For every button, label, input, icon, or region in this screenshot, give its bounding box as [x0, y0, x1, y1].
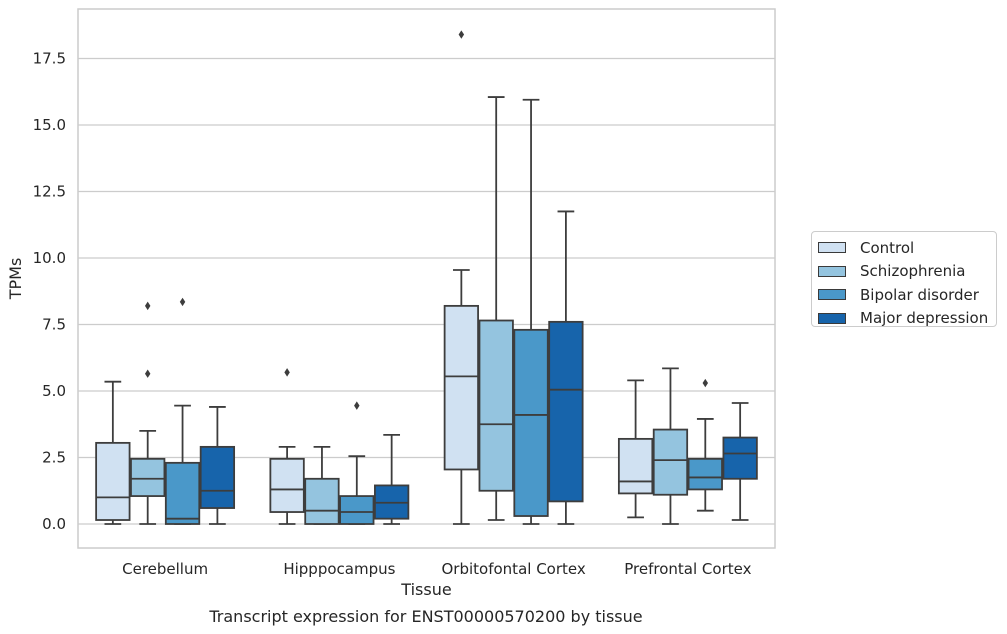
iqr-box [95, 441, 131, 521]
x-tick-label-orbitofontal-cortex: Orbitofontal Cortex [442, 560, 586, 578]
y-tick-label: 12.5 [33, 183, 66, 201]
iqr-box [652, 428, 689, 496]
box-cerebellum-bipolar-disorder [164, 297, 201, 525]
y-tick-labels: 0.0 2.5 5.0 7.5 10.0 12.5 15.0 17.5 [33, 50, 66, 534]
legend-swatch-schizophrenia [818, 265, 846, 277]
legend-label-major-depression: Major depression [860, 309, 989, 328]
box-orbitofontal-cortex-schizophrenia [478, 96, 514, 521]
legend-item-major-depression: Major depression [818, 307, 996, 331]
box-prefrontal-cortex-control [617, 379, 654, 519]
box-orbitofontal-cortex-bipolar-disorder [513, 98, 549, 525]
outlier-point [144, 369, 151, 378]
iqr-box [164, 461, 201, 525]
iqr-box [199, 445, 236, 509]
box-hipppocampus-bipolar-disorder [339, 401, 375, 525]
y-tick-label: 5.0 [42, 382, 66, 400]
y-tick-label: 0.0 [42, 515, 66, 533]
iqr-box [687, 457, 723, 491]
outlier-point [354, 401, 360, 410]
y-tick-label: 15.0 [33, 116, 66, 134]
y-tick-label: 17.5 [33, 50, 66, 68]
iqr-box [339, 495, 375, 525]
x-tick-labels: Cerebellum Hipppocampus Orbitofontal Corte… [122, 560, 751, 578]
box-hipppocampus-major-depression [374, 433, 410, 525]
box-hipppocampus-schizophrenia [304, 445, 340, 525]
x-tick-label-hipppocampus: Hipppocampus [283, 560, 395, 578]
iqr-box [513, 328, 549, 517]
outlier-point [284, 368, 290, 377]
y-tick-label: 2.5 [42, 449, 66, 467]
chart-caption: Transcript expression for ENST0000057020… [208, 607, 642, 626]
box-orbitofontal-cortex-control [443, 30, 479, 525]
boxes-layer [95, 30, 758, 525]
iqr-box [130, 457, 166, 497]
box-cerebellum-schizophrenia [130, 301, 166, 525]
x-tick-label-prefrontal-cortex: Prefrontal Cortex [624, 560, 751, 578]
box-hipppocampus-control [269, 368, 305, 525]
grid-lines [78, 57, 775, 525]
outlier-point [458, 30, 465, 39]
box-prefrontal-cortex-major-depression [722, 402, 758, 521]
box-orbitofontal-cortex-major-depression [548, 210, 584, 525]
legend-item-control: Control [818, 236, 996, 260]
box-prefrontal-cortex-schizophrenia [652, 367, 689, 525]
box-prefrontal-cortex-bipolar-disorder [687, 378, 723, 512]
box-cerebellum-major-depression [199, 406, 236, 525]
box-cerebellum-control [95, 380, 131, 525]
outlier-point [179, 297, 186, 307]
y-tick-label: 10.0 [33, 249, 66, 267]
legend-swatch-control [818, 242, 846, 254]
iqr-box [617, 437, 654, 495]
iqr-box [269, 457, 305, 513]
legend-swatch-major-depression [818, 312, 846, 324]
iqr-box [548, 320, 584, 503]
legend-label-control: Control [860, 238, 915, 257]
y-tick-label: 7.5 [42, 316, 66, 334]
x-axis-label: Tissue [400, 580, 451, 599]
legend: Control Schizophrenia Bipolar disorder M… [811, 231, 997, 327]
y-axis-label: TPMs [6, 258, 25, 301]
outlier-point [144, 301, 151, 311]
iqr-box [443, 304, 479, 471]
legend-label-schizophrenia: Schizophrenia [860, 262, 966, 281]
legend-item-schizophrenia: Schizophrenia [818, 260, 996, 284]
outlier-point [702, 378, 709, 388]
plot-frame [77, 8, 776, 549]
iqr-box [478, 319, 514, 492]
iqr-box [304, 477, 340, 525]
x-tick-label-cerebellum: Cerebellum [122, 560, 208, 578]
legend-item-bipolar-disorder: Bipolar disorder [818, 283, 996, 307]
legend-swatch-bipolar-disorder [818, 289, 846, 301]
legend-label-bipolar-disorder: Bipolar disorder [860, 285, 979, 304]
iqr-box [722, 436, 758, 480]
